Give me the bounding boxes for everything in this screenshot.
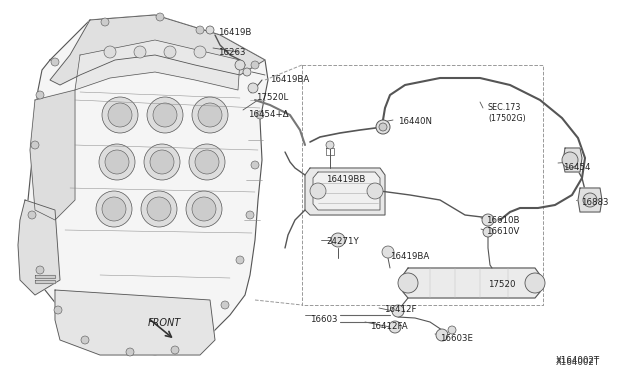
Circle shape (236, 256, 244, 264)
Circle shape (126, 348, 134, 356)
Circle shape (483, 227, 493, 237)
Circle shape (376, 120, 390, 134)
Polygon shape (403, 268, 540, 298)
Circle shape (147, 197, 171, 221)
Text: X164002T: X164002T (556, 358, 600, 367)
Text: (17502G): (17502G) (488, 114, 525, 123)
Text: 16440N: 16440N (398, 117, 432, 126)
Circle shape (147, 97, 183, 133)
Circle shape (51, 58, 59, 66)
Circle shape (525, 273, 545, 293)
Polygon shape (30, 90, 75, 220)
Text: 16883: 16883 (581, 198, 609, 207)
Circle shape (150, 150, 174, 174)
Circle shape (389, 321, 401, 333)
Circle shape (81, 336, 89, 344)
Circle shape (102, 197, 126, 221)
Text: 16412F: 16412F (384, 305, 417, 314)
Polygon shape (75, 40, 240, 90)
Circle shape (243, 68, 251, 76)
Text: 16419BA: 16419BA (270, 75, 309, 84)
Polygon shape (578, 188, 602, 212)
Circle shape (156, 13, 164, 21)
Text: 16454+Δ: 16454+Δ (248, 110, 289, 119)
Circle shape (310, 183, 326, 199)
Circle shape (104, 46, 116, 58)
Polygon shape (313, 172, 380, 210)
Circle shape (36, 266, 44, 274)
Polygon shape (50, 15, 265, 85)
Circle shape (482, 214, 494, 226)
Circle shape (367, 183, 383, 199)
Circle shape (206, 26, 214, 34)
Circle shape (448, 326, 456, 334)
Circle shape (144, 144, 180, 180)
Polygon shape (25, 15, 268, 355)
Text: 16603: 16603 (310, 315, 337, 324)
Circle shape (192, 97, 228, 133)
Circle shape (398, 273, 418, 293)
Polygon shape (305, 168, 385, 215)
Circle shape (583, 193, 597, 207)
Circle shape (194, 46, 206, 58)
Circle shape (134, 46, 146, 58)
Text: 16454: 16454 (563, 163, 591, 172)
Circle shape (102, 97, 138, 133)
Polygon shape (35, 275, 55, 278)
Circle shape (221, 301, 229, 309)
Circle shape (101, 18, 109, 26)
Polygon shape (55, 290, 215, 355)
Text: 16610V: 16610V (486, 227, 520, 236)
Circle shape (189, 144, 225, 180)
Circle shape (192, 197, 216, 221)
Circle shape (436, 329, 448, 341)
Circle shape (99, 144, 135, 180)
Circle shape (28, 211, 36, 219)
Circle shape (195, 150, 219, 174)
Text: FRONT: FRONT (148, 318, 181, 328)
Text: 16419BA: 16419BA (390, 252, 429, 261)
Circle shape (186, 191, 222, 227)
Circle shape (36, 91, 44, 99)
Circle shape (171, 346, 179, 354)
Circle shape (31, 141, 39, 149)
Circle shape (54, 306, 62, 314)
Circle shape (251, 161, 259, 169)
Text: 17520L: 17520L (256, 93, 288, 102)
Text: 16603E: 16603E (440, 334, 473, 343)
Circle shape (153, 103, 177, 127)
Circle shape (198, 103, 222, 127)
Text: SEC.173: SEC.173 (488, 103, 522, 112)
Text: 16419BB: 16419BB (326, 175, 365, 184)
Text: 24271Y: 24271Y (326, 237, 359, 246)
Text: X164002T: X164002T (556, 356, 600, 365)
Circle shape (251, 61, 259, 69)
Polygon shape (35, 280, 55, 283)
Circle shape (326, 141, 334, 149)
Circle shape (96, 191, 132, 227)
Circle shape (248, 83, 258, 93)
Text: 17520: 17520 (488, 280, 515, 289)
Text: 16610B: 16610B (486, 216, 520, 225)
Circle shape (196, 26, 204, 34)
Circle shape (379, 123, 387, 131)
Polygon shape (18, 200, 60, 295)
Text: 16412FA: 16412FA (370, 322, 408, 331)
Circle shape (164, 46, 176, 58)
Circle shape (246, 211, 254, 219)
Circle shape (382, 246, 394, 258)
Circle shape (256, 111, 264, 119)
Circle shape (392, 305, 404, 317)
Text: 16263: 16263 (218, 48, 246, 57)
Circle shape (562, 152, 578, 168)
Circle shape (141, 191, 177, 227)
Circle shape (105, 150, 129, 174)
Circle shape (108, 103, 132, 127)
Circle shape (331, 233, 345, 247)
Polygon shape (563, 148, 582, 172)
Circle shape (235, 60, 245, 70)
Text: 16419B: 16419B (218, 28, 252, 37)
